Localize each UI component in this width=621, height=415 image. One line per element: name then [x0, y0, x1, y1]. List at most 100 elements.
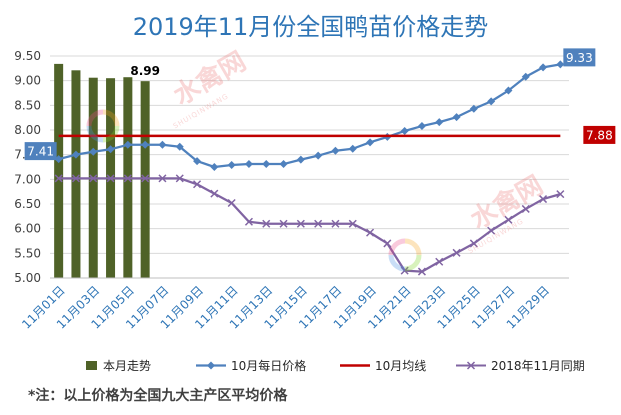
diamond-marker [262, 160, 271, 169]
logo-ring-segment [388, 238, 406, 256]
legend-item-2018-november: 2018年11月同期 [456, 359, 585, 373]
data-label-box [563, 48, 596, 67]
diamond-marker [175, 142, 184, 151]
legend-item-october-average: 10月均线 [340, 359, 426, 373]
bar [140, 81, 150, 278]
shuiqin-logo-icon [388, 238, 422, 272]
diamond-marker [89, 147, 98, 156]
data-label: 7.41 [24, 142, 57, 161]
x-marker [487, 226, 496, 235]
x-marker-stroke [262, 219, 271, 228]
x-marker [123, 174, 132, 183]
logo-ring-segment [102, 109, 120, 127]
x-marker [314, 219, 323, 228]
x-marker-stroke [141, 174, 150, 183]
x-marker [279, 219, 288, 228]
x-marker-stroke [521, 204, 530, 213]
x-marker [262, 219, 271, 228]
x-marker-stroke [556, 190, 565, 199]
x-marker [106, 174, 115, 183]
logo-ring-segment [404, 254, 422, 272]
x-marker [331, 219, 340, 228]
y-axis: 5.005.506.006.507.007.508.008.509.009.50 [14, 49, 41, 285]
x-marker [504, 215, 513, 224]
diamond-marker [244, 160, 253, 169]
x-marker-stroke [314, 219, 323, 228]
data-label: 8.99 [130, 64, 160, 78]
chart-title: 2019年11月份全国鸭苗价格走势 [133, 13, 489, 41]
x-marker-stroke [244, 217, 253, 226]
y-tick-label: 6.00 [14, 222, 41, 236]
legend-label: 10月每日价格 [231, 358, 306, 373]
x-marker [400, 266, 409, 275]
data-labels: 8.99 7.41 9.33 7.88 [24, 48, 616, 161]
x-marker-stroke [469, 239, 478, 248]
logo-ring-segment [86, 109, 104, 127]
bar [71, 70, 81, 278]
logo-ring-segment [102, 125, 120, 143]
x-marker-stroke [193, 180, 202, 189]
diamond-marker [556, 60, 565, 69]
x-marker [348, 219, 357, 228]
x-marker-stroke [504, 215, 513, 224]
diamond-marker [452, 113, 461, 122]
data-label: 7.88 [583, 125, 616, 144]
y-tick-label: 8.50 [14, 98, 41, 112]
diamond-marker [71, 150, 80, 159]
diamond-marker [123, 140, 132, 149]
legend-swatch-bar [86, 361, 97, 370]
shuiqin-logo-icon [86, 109, 120, 143]
diamond-marker [227, 161, 236, 170]
line-series [54, 60, 565, 276]
y-tick-label: 8.00 [14, 123, 41, 137]
bar [54, 63, 64, 278]
x-marker-stroke [348, 219, 357, 228]
data-label-box [24, 142, 57, 161]
logo-ring-segment [404, 238, 422, 256]
x-marker-stroke [123, 174, 132, 183]
x-marker-stroke [296, 219, 305, 228]
data-label: 9.33 [563, 48, 596, 67]
x-marker [89, 174, 98, 183]
diamond-marker [469, 104, 478, 113]
diamond-marker [348, 144, 357, 153]
y-tick-label: 9.50 [14, 49, 41, 63]
data-label-text: 7.41 [27, 145, 54, 159]
x-marker [383, 239, 392, 248]
legend-label: 10月均线 [375, 359, 426, 373]
x-marker-stroke [106, 174, 115, 183]
x-marker-stroke [435, 257, 444, 266]
diamond-marker [435, 118, 444, 127]
diamond-marker [417, 122, 426, 131]
diamond-marker [106, 145, 115, 154]
x-marker-stroke [210, 189, 219, 198]
y-tick-label: 6.50 [14, 197, 41, 211]
diamond-marker [504, 86, 513, 95]
x-marker-stroke [417, 267, 426, 276]
x-marker-stroke [89, 174, 98, 183]
x-marker [469, 239, 478, 248]
diamond-marker [296, 155, 305, 164]
x-marker [435, 257, 444, 266]
diamond-marker [331, 146, 340, 155]
diamond-marker [400, 126, 409, 135]
x-marker-stroke [331, 219, 340, 228]
diamond-marker [193, 157, 202, 166]
x-marker-stroke [175, 174, 184, 183]
data-label-text: 9.33 [566, 51, 593, 65]
legend-item-current-month: 本月走势 [86, 359, 151, 373]
x-marker-stroke [71, 174, 80, 183]
diamond-marker [279, 160, 288, 169]
x-marker-stroke [452, 248, 461, 257]
x-marker-stroke [487, 226, 496, 235]
diamond-marker [210, 163, 219, 171]
x-marker [141, 174, 150, 183]
legend: 本月走势 10月每日价格 10月均线 2018年11月同期 [86, 358, 585, 373]
x-marker-stroke [366, 228, 375, 237]
legend-diamond-marker [207, 361, 215, 370]
x-marker [244, 217, 253, 226]
legend-label: 本月走势 [103, 359, 151, 373]
diamond-marker [539, 63, 548, 72]
